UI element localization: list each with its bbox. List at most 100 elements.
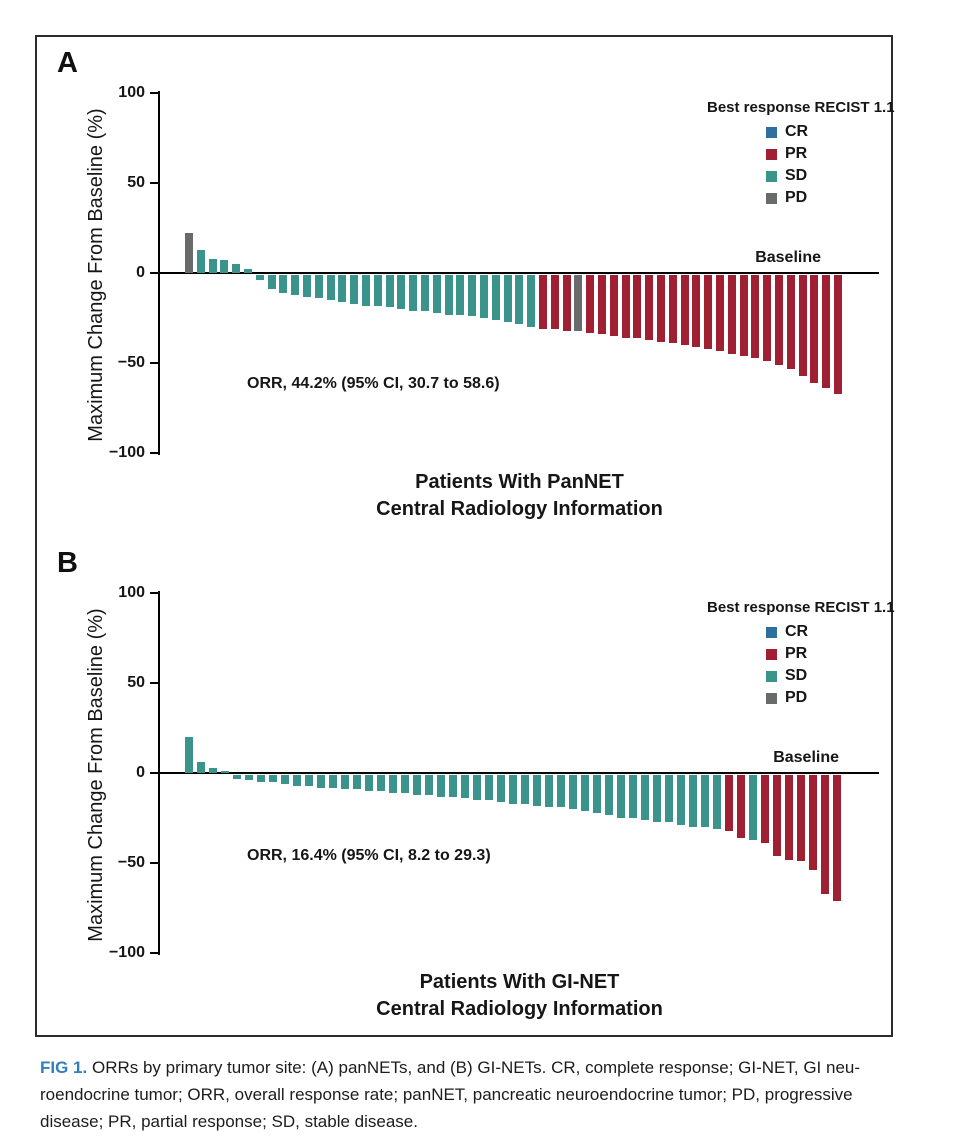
bar-sd (437, 775, 445, 797)
bar-sd (545, 775, 553, 808)
bar-pr (798, 275, 807, 376)
y-tick-label: 100 (118, 584, 145, 601)
bar-sd (232, 264, 241, 273)
x-title-line1-a: Patients With PanNET (415, 471, 624, 493)
legend-item-pd: PD (766, 690, 893, 706)
legend-label-cr: CR (785, 623, 809, 640)
bar-pr (763, 275, 772, 362)
bar-sd (267, 275, 276, 290)
bar-pr (550, 275, 559, 329)
legend-a: Best response RECIST 1.1 CR PR SD PD (707, 99, 895, 212)
bar-sd (269, 775, 277, 783)
legend-item-sd: SD (766, 668, 893, 684)
bar-sd (196, 249, 205, 273)
y-axis-line-b (158, 591, 160, 955)
y-tick-label: 0 (136, 264, 145, 281)
y-tick-label: −50 (117, 854, 145, 871)
bar-sd (653, 775, 661, 822)
bar-pr (562, 275, 571, 331)
bar-sd (677, 775, 685, 826)
legend-item-sd: SD (766, 168, 893, 184)
bar-pr (716, 275, 724, 351)
bar-sd (491, 275, 500, 320)
bar-sd (341, 775, 349, 790)
bar-sd (749, 775, 757, 840)
cr-swatch-icon (766, 626, 777, 638)
bar-sd (221, 771, 229, 773)
figure-number: FIG 1. (40, 1058, 88, 1077)
bar-pr (668, 275, 677, 344)
bar-pr (633, 275, 642, 338)
y-tick (150, 772, 158, 774)
orr-annotation-b: ORR, 16.4% (95% CI, 8.2 to 29.3) (247, 847, 491, 864)
bar-sd (326, 275, 335, 301)
bar-sd (421, 275, 429, 311)
bar-sd (432, 275, 441, 313)
waterfall-plot-a: Baseline (160, 93, 879, 453)
bar-pr (704, 275, 713, 349)
caption-text-1: ORRs by primary tumor site: (A) panNETs,… (91, 1058, 861, 1077)
bar-pd (185, 233, 193, 273)
x-title-line1-b: Patients With GI-NET (419, 971, 620, 993)
y-tick (150, 92, 158, 94)
sd-swatch-icon (766, 170, 777, 182)
bar-sd (281, 775, 289, 784)
bar-sd (503, 275, 512, 322)
bar-sd (257, 775, 265, 783)
bar-pr (786, 275, 795, 369)
y-tick (150, 682, 158, 684)
bar-sd (468, 275, 477, 317)
bar-sd (425, 775, 433, 795)
bar-sd (569, 775, 577, 810)
legend-item-pr: PR (766, 146, 893, 162)
figure-frame: A Maximum Change From Baseline (%) 100 50… (35, 35, 895, 1037)
legend-label-pr: PR (785, 645, 808, 662)
bar-sd (244, 269, 252, 273)
bar-sd (527, 275, 536, 328)
legend-item-cr: CR (766, 624, 893, 640)
panel-b: B Maximum Change From Baseline (%) 100 50… (37, 537, 895, 1037)
bar-sd (350, 275, 359, 304)
bar-sd (362, 275, 370, 306)
bar-sd (593, 775, 601, 813)
bar-sd (291, 275, 300, 295)
panel-b-letter: B (57, 547, 79, 579)
panel-a: A Maximum Change From Baseline (%) 100 50… (37, 37, 895, 537)
bar-pr (725, 775, 733, 831)
legend-label-sd: SD (785, 667, 808, 684)
bar-sd (317, 775, 325, 788)
bar-sd (314, 275, 323, 299)
legend-title-a: Best response RECIST 1.1 (707, 99, 895, 116)
pd-swatch-icon (766, 692, 777, 704)
bar-pr (657, 275, 665, 342)
baseline-label-a: Baseline (755, 249, 821, 266)
bar-sd (389, 775, 397, 793)
bar-sd (509, 775, 517, 804)
x-title-line2-a: Central Radiology Information (376, 498, 663, 520)
y-tick (150, 862, 158, 864)
bar-sd (480, 275, 488, 319)
pr-swatch-icon (766, 648, 777, 660)
bar-sd (456, 275, 465, 315)
bar-sd (521, 775, 529, 804)
bar-sd (397, 275, 406, 310)
bar-pr (598, 275, 606, 335)
bar-sd (497, 775, 505, 802)
bar-sd (605, 775, 613, 815)
bar-pr (809, 775, 817, 871)
bar-sd (233, 775, 241, 779)
bar-sd (473, 775, 481, 801)
bar-sd (617, 775, 625, 819)
caption-line-3: disease; PR, partial response; SD, stabl… (40, 1112, 418, 1131)
bar-pr (773, 775, 781, 856)
x-axis-title-b: Patients With GI-NET Central Radiology I… (160, 969, 879, 1023)
bar-pr (761, 775, 769, 844)
bar-sd (353, 775, 361, 790)
y-tick-label: −100 (108, 444, 145, 461)
bar-pr (775, 275, 783, 365)
bar-pr (539, 275, 547, 329)
bar-pr (797, 775, 805, 862)
bar-sd (449, 775, 457, 797)
baseline-label-b: Baseline (773, 749, 839, 766)
waterfall-plot-b: Baseline (160, 593, 879, 953)
